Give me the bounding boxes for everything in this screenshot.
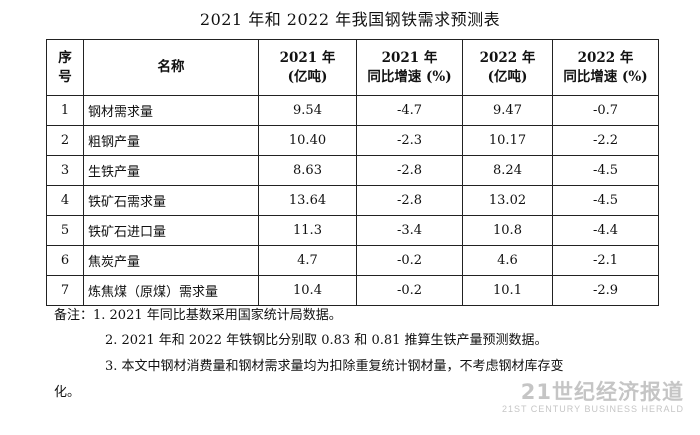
cell-2022-value: 4.6 — [462, 245, 553, 276]
cell-2022-growth: -4.4 — [552, 215, 659, 246]
cell-2021-value: 8.63 — [258, 155, 357, 186]
header-name: 名称 — [83, 39, 259, 96]
cell-no: 2 — [46, 125, 84, 156]
cell-2021-growth: -4.7 — [356, 95, 463, 126]
cell-2021-value: 13.64 — [258, 185, 357, 216]
cell-no: 3 — [46, 155, 84, 186]
cell-2021-growth: -2.8 — [356, 185, 463, 216]
cell-2022-growth: -4.5 — [552, 155, 659, 186]
cell-name: 铁矿石进口量 — [83, 215, 259, 246]
watermark-sub-text: 21ST CENTURY BUSINESS HERALD — [501, 404, 684, 414]
cell-name: 粗钢产量 — [83, 125, 259, 156]
cell-2022-growth: -2.2 — [552, 125, 659, 156]
table-header-row: 序 号 名称 2021 年 (亿吨) 2021 年 同比增速 (%) 2022 … — [46, 39, 659, 96]
cell-2021-growth: -2.3 — [356, 125, 463, 156]
cell-2022-growth: -0.7 — [552, 95, 659, 126]
cell-no: 7 — [46, 275, 84, 306]
cell-2022-growth: -2.1 — [552, 245, 659, 276]
cell-2022-value: 10.17 — [462, 125, 553, 156]
cell-2022-growth: -2.9 — [552, 275, 659, 306]
cell-no: 4 — [46, 185, 84, 216]
cell-2021-growth: -0.2 — [356, 275, 463, 306]
cell-2021-value: 9.54 — [258, 95, 357, 126]
table-row: 1 钢材需求量 9.54 -4.7 9.47 -0.7 — [46, 95, 659, 126]
header-2021-growth: 2021 年 同比增速 (%) — [356, 39, 463, 96]
cell-no: 6 — [46, 245, 84, 276]
cell-2021-growth: -0.2 — [356, 245, 463, 276]
watermark-main-text: 21世纪经济报道 — [520, 380, 684, 404]
header-2021-value: 2021 年 (亿吨) — [258, 39, 357, 96]
table-row: 4 铁矿石需求量 13.64 -2.8 13.02 -4.5 — [46, 185, 659, 216]
cell-2022-value: 13.02 — [462, 185, 553, 216]
table-row: 5 铁矿石进口量 11.3 -3.4 10.8 -4.4 — [46, 215, 659, 246]
note-line-3: 3. 本文中钢材消费量和钢材需求量均为扣除重复统计钢材量，不考虑钢材库存变 — [105, 359, 564, 374]
table-row: 6 焦炭产量 4.7 -0.2 4.6 -2.1 — [46, 245, 659, 276]
cell-no: 5 — [46, 215, 84, 246]
cell-2021-growth: -2.8 — [356, 155, 463, 186]
cell-name: 生铁产量 — [83, 155, 259, 186]
table-row: 2 粗钢产量 10.40 -2.3 10.17 -2.2 — [46, 125, 659, 156]
header-2022-value: 2022 年 (亿吨) — [462, 39, 553, 96]
cell-2022-growth: -4.5 — [552, 185, 659, 216]
header-no: 序 号 — [46, 39, 84, 96]
note-line-4: 化。 — [54, 385, 81, 400]
cell-2021-value: 10.4 — [258, 275, 357, 306]
cell-2022-value: 10.1 — [462, 275, 553, 306]
cell-name: 钢材需求量 — [83, 95, 259, 126]
cell-2021-value: 10.40 — [258, 125, 357, 156]
note-line-2: 2. 2021 年和 2022 年铁钢比分别取 0.83 和 0.81 推算生铁… — [105, 333, 548, 348]
cell-2022-value: 8.24 — [462, 155, 553, 186]
cell-2022-value: 9.47 — [462, 95, 553, 126]
table-row: 7 炼焦煤（原煤）需求量 10.4 -0.2 10.1 -2.9 — [46, 275, 659, 306]
note-line-1: 备注：1. 2021 年同比基数采用国家统计局数据。 — [54, 308, 342, 323]
cell-name: 焦炭产量 — [83, 245, 259, 276]
table-row: 3 生铁产量 8.63 -2.8 8.24 -4.5 — [46, 155, 659, 186]
forecast-table: 序 号 名称 2021 年 (亿吨) 2021 年 同比增速 (%) 2022 … — [46, 39, 659, 306]
watermark-logo: 21世纪经济报道 21ST CENTURY BUSINESS HERALD — [502, 376, 684, 414]
cell-2021-value: 11.3 — [258, 215, 357, 246]
cell-2021-growth: -3.4 — [356, 215, 463, 246]
cell-2021-value: 4.7 — [258, 245, 357, 276]
cell-name: 铁矿石需求量 — [83, 185, 259, 216]
header-2022-growth: 2022 年 同比增速 (%) — [552, 39, 659, 96]
table-title: 2021 年和 2022 年我国钢铁需求预测表 — [199, 10, 501, 29]
cell-name: 炼焦煤（原煤）需求量 — [83, 275, 259, 306]
cell-2022-value: 10.8 — [462, 215, 553, 246]
cell-no: 1 — [46, 95, 84, 126]
